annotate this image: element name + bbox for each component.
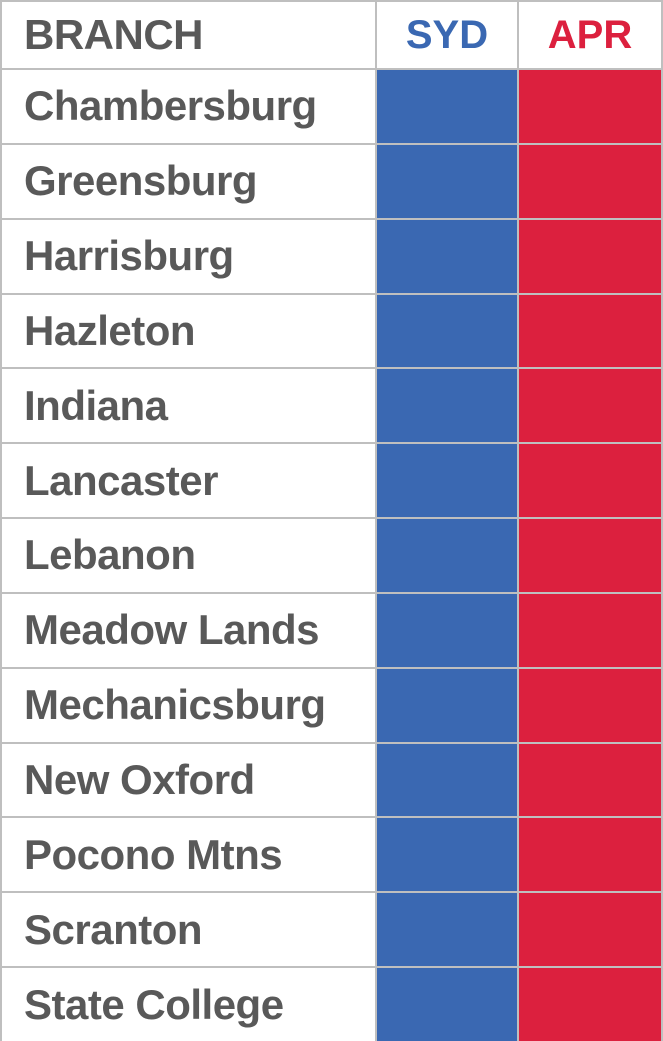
branch-cell: Hazleton (2, 294, 375, 368)
apr-value-cell (519, 294, 661, 368)
syd-value-cell (377, 294, 517, 368)
branch-cell: Meadow Lands (2, 593, 375, 667)
branch-cell: Chambersburg (2, 70, 375, 143)
apr-value-cell (519, 519, 661, 592)
apr-value-cell (519, 593, 661, 667)
syd-value-cell (377, 369, 517, 443)
branch-cell: New Oxford (2, 743, 375, 817)
apr-value-cell (519, 219, 661, 293)
branch-cell: Greensburg (2, 144, 375, 218)
apr-value-cell (519, 968, 661, 1041)
apr-value-cell (519, 444, 661, 518)
syd-value-cell (377, 444, 517, 518)
syd-value-cell (377, 144, 517, 218)
column-header-syd: SYD (377, 2, 517, 68)
branch-cell: Mechanicsburg (2, 668, 375, 742)
syd-value-cell (377, 519, 517, 592)
apr-value-cell (519, 369, 661, 443)
branch-cell: Indiana (2, 369, 375, 443)
apr-value-cell (519, 818, 661, 892)
apr-value-cell (519, 893, 661, 967)
branch-cell: Pocono Mtns (2, 818, 375, 892)
branch-cell: State College (2, 968, 375, 1041)
apr-value-cell (519, 144, 661, 218)
syd-value-cell (377, 743, 517, 817)
syd-value-cell (377, 968, 517, 1041)
apr-value-cell (519, 743, 661, 817)
branch-cell: Harrisburg (2, 219, 375, 293)
column-header-branch: BRANCH (2, 2, 375, 68)
syd-value-cell (377, 593, 517, 667)
syd-value-cell (377, 219, 517, 293)
syd-value-cell (377, 668, 517, 742)
syd-value-cell (377, 70, 517, 143)
syd-value-cell (377, 818, 517, 892)
apr-value-cell (519, 70, 661, 143)
branch-cell: Lancaster (2, 444, 375, 518)
branch-cell: Lebanon (2, 519, 375, 592)
branch-cell: Scranton (2, 893, 375, 967)
syd-value-cell (377, 893, 517, 967)
apr-value-cell (519, 668, 661, 742)
column-header-apr: APR (519, 2, 661, 68)
